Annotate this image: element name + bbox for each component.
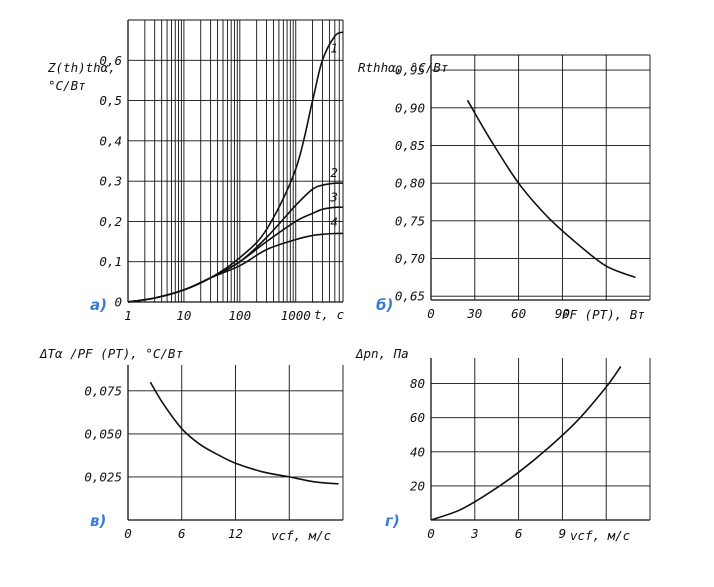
series-label-2: 2 [330,165,338,180]
x-tick-label: 3 [470,526,479,541]
y-tick-label: 0,5 [99,93,122,108]
y-tick-label: 0,075 [84,383,122,398]
x-tick-label: 12 [228,526,243,541]
x-tick-label: 60 [511,306,526,321]
y-tick-label: 0,2 [99,214,122,229]
series-line-1 [149,381,339,485]
y-tick-label: 0,80 [395,176,425,191]
series-label-4: 4 [330,214,338,229]
series-label-1: 1 [330,40,338,55]
panel-a-curves: 1 2 3 4 [127,31,344,303]
y-tick-label: 0,050 [84,426,122,441]
series-label-3: 3 [329,189,338,204]
y-tick-label: 80 [410,376,425,391]
y-tick-label: 0 [114,295,122,310]
panel-d-xlabel: vcf, м/с [570,528,630,543]
panel-c-xlabel: vcf, м/с [271,528,331,543]
x-tick-label: 1000 [281,308,311,323]
x-tick-label: 0 [427,526,435,541]
panel-c-letter: в) [90,512,106,530]
panel-c-ticks: 0 6 12 0,025 0,050 0,075 [84,383,243,541]
y-tick-label: 0,95 [395,63,425,78]
panel-c-grid [128,365,344,520]
x-tick-label: 10 [176,308,191,323]
x-tick-label: 30 [466,306,482,321]
y-tick-label: 0,85 [395,138,425,153]
y-tick-label: 0,4 [99,133,122,148]
panel-a-letter: а) [90,296,107,314]
panel-b-xlabel: PF (PT), Вт [562,307,645,322]
panel-c-ylabel: ΔTα /PF (PT), °C/Вт [39,346,183,361]
panel-d-letter: г) [385,512,400,530]
panel-d-grid [431,358,651,520]
panel-a-grid [128,19,344,302]
y-tick-label: 0,1 [99,254,122,269]
x-tick-label: 1 [124,308,132,323]
x-tick-label: 0 [124,526,132,541]
series-line-1 [430,366,622,521]
panel-d: 0 3 6 9 20 40 60 80 Δpn, Па vcf, м/с г) [355,346,651,543]
panel-b: 0 30 60 90 0,65 0,70 0,75 0,80 0,85 0,90 0,95 Rthh… [358,54,651,322]
panel-b-grid [431,54,651,300]
y-tick-label: 0,3 [99,174,122,189]
series-line-2 [127,182,344,303]
panel-b-ticks: 0 30 60 90 0,65 0,70 0,75 0,80 0,85 0,90 0,95 [395,63,570,321]
x-tick-label: 90 [555,306,570,321]
panel-c-curves [149,381,339,485]
y-tick-label: 0,90 [395,100,425,115]
panel-b-ylabel: Rthhα, °C/Вт [358,60,448,75]
y-tick-label: 0,70 [395,251,425,266]
x-tick-label: 6 [178,526,186,541]
panel-d-curves [430,366,622,521]
panel-b-letter: б) [376,296,393,314]
y-tick-label: 0,6 [99,53,122,68]
panel-a-ticks: 1 10 100 1000 0 0,1 0,2 0,3 0,4 0,5 0,6 [99,53,310,323]
series-line-1 [466,99,636,279]
y-tick-label: 20 [410,478,425,493]
y-tick-label: 0,75 [395,213,425,228]
panel-b-curves [466,99,636,279]
panel-a: 1 2 3 4 1 10 100 1000 0 0,1 0,2 0,3 0,4 0,5 0,6 Z(th)… [47,19,344,323]
panel-d-ylabel: Δpn, Па [355,346,409,361]
panel-d-ticks: 0 3 6 9 20 40 60 80 [410,376,566,541]
x-tick-label: 100 [229,308,252,323]
y-tick-label: 0,65 [395,289,425,304]
y-tick-label: 0,025 [84,469,122,484]
series-line-4 [127,232,344,303]
x-tick-label: 9 [559,526,567,541]
y-tick-label: 60 [410,410,425,425]
y-tick-label: 40 [410,444,425,459]
x-tick-label: 6 [515,526,523,541]
x-tick-label: 0 [427,306,435,321]
panel-a-ylabel-2: °C/Вт [48,78,86,93]
panel-a-ylabel-1: Z(th)thα, [47,60,116,75]
panel-a-xlabel: t, c [314,307,344,322]
